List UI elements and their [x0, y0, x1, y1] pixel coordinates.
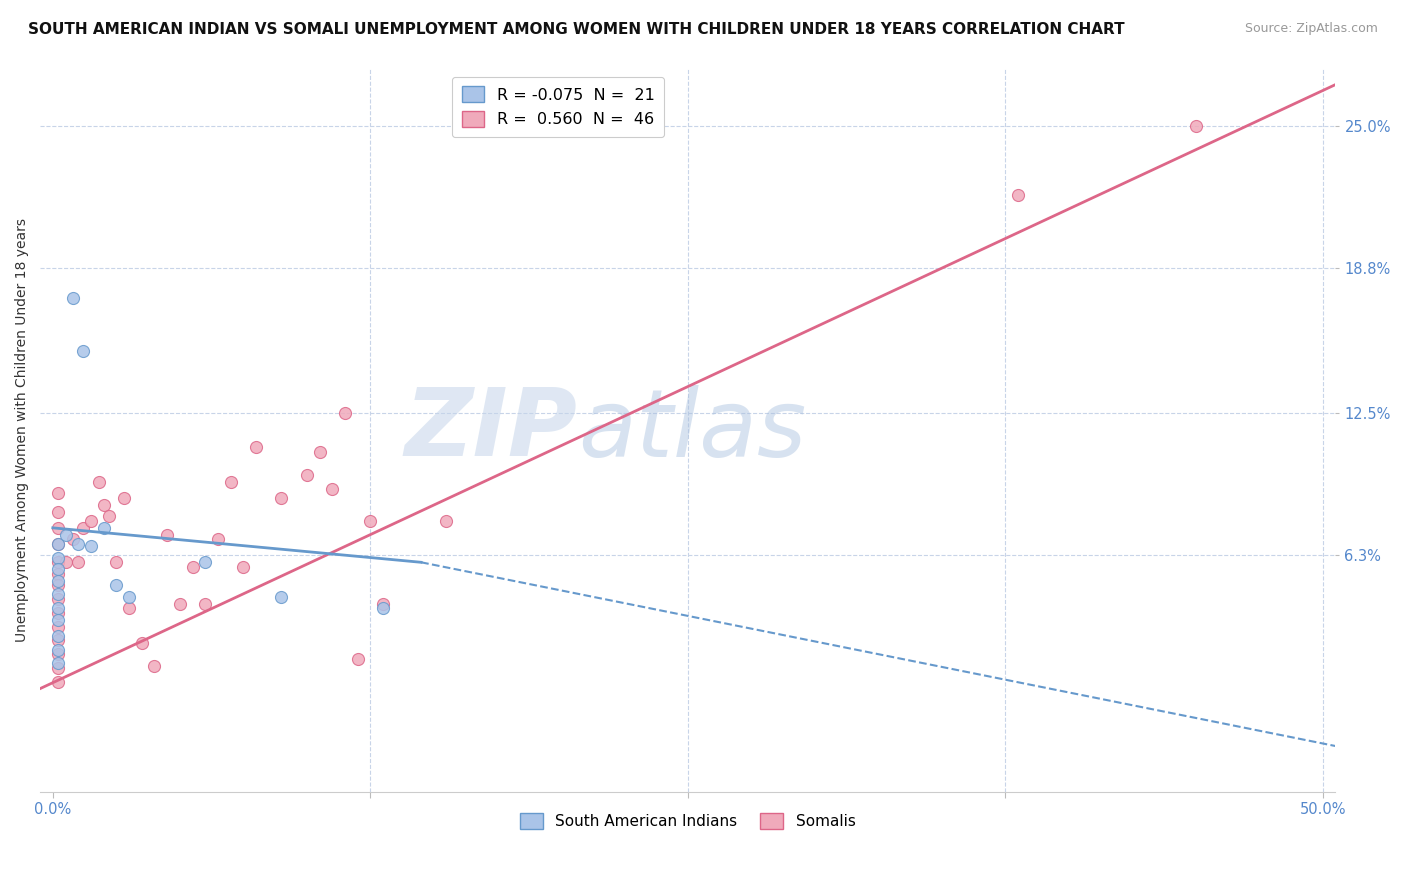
Point [46, 562, 69, 576]
Point [194, 555, 217, 569]
Point [46, 550, 69, 565]
Point [46, 566, 69, 581]
Point [46, 578, 69, 592]
Point [270, 590, 292, 604]
Y-axis label: Unemployment Among Women with Children Under 18 years: Unemployment Among Women with Children U… [15, 219, 30, 642]
Text: ZIP: ZIP [405, 384, 578, 476]
Point [219, 475, 242, 489]
Point [346, 652, 368, 666]
Point [118, 590, 141, 604]
Point [1007, 187, 1029, 202]
Point [207, 533, 229, 547]
Point [371, 597, 394, 611]
Point [72, 344, 94, 359]
Point [72, 521, 94, 535]
Point [46, 647, 69, 661]
Point [46, 674, 69, 689]
Point [46, 633, 69, 648]
Point [295, 468, 318, 483]
Text: Source: ZipAtlas.com: Source: ZipAtlas.com [1244, 22, 1378, 36]
Point [46, 537, 69, 551]
Point [131, 635, 153, 649]
Point [80, 514, 103, 528]
Point [46, 537, 69, 551]
Text: atlas: atlas [578, 384, 806, 475]
Point [46, 601, 69, 615]
Point [55, 555, 77, 569]
Point [62, 291, 84, 305]
Point [105, 578, 128, 592]
Point [93, 521, 115, 535]
Point [46, 629, 69, 643]
Point [46, 657, 69, 671]
Point [46, 619, 69, 633]
Text: SOUTH AMERICAN INDIAN VS SOMALI UNEMPLOYMENT AMONG WOMEN WITH CHILDREN UNDER 18 : SOUTH AMERICAN INDIAN VS SOMALI UNEMPLOY… [28, 22, 1125, 37]
Point [67, 555, 90, 569]
Point [143, 658, 166, 673]
Point [46, 555, 69, 569]
Point [46, 661, 69, 675]
Point [55, 527, 77, 541]
Point [1184, 119, 1206, 133]
Point [321, 482, 343, 496]
Point [46, 613, 69, 627]
Point [46, 521, 69, 535]
Point [46, 486, 69, 500]
Point [80, 539, 103, 553]
Point [67, 537, 90, 551]
Point [46, 592, 69, 607]
Point [194, 597, 217, 611]
Point [118, 601, 141, 615]
Point [97, 509, 120, 524]
Point [371, 601, 394, 615]
Point [87, 475, 110, 489]
Point [46, 606, 69, 620]
Point [232, 560, 254, 574]
Point [62, 533, 84, 547]
Point [333, 406, 356, 420]
Legend: South American Indians, Somalis: South American Indians, Somalis [515, 806, 862, 835]
Point [359, 514, 381, 528]
Point [105, 555, 128, 569]
Point [156, 527, 179, 541]
Point [436, 514, 458, 528]
Point [308, 445, 330, 459]
Point [169, 597, 191, 611]
Point [46, 587, 69, 601]
Point [112, 491, 135, 505]
Point [46, 574, 69, 588]
Point [245, 441, 267, 455]
Point [93, 498, 115, 512]
Point [46, 505, 69, 519]
Point [270, 491, 292, 505]
Point [46, 642, 69, 657]
Point [181, 560, 204, 574]
